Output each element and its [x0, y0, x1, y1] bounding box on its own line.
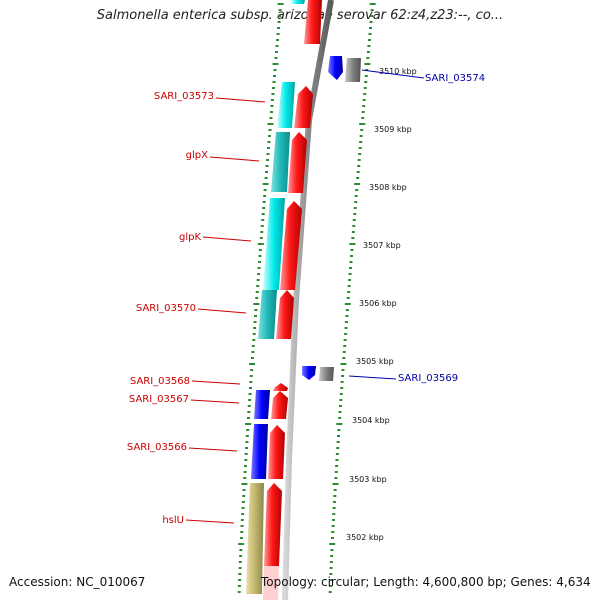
gene-arrow-top[interactable] — [304, 0, 322, 44]
outer-tick-ring — [328, 3, 376, 593]
gene-label-sari-03567[interactable]: SARI_03567 — [129, 394, 189, 405]
gene-arrow-5[interactable] — [273, 383, 288, 391]
gene-arrow-7[interactable] — [268, 425, 285, 479]
gene-arrow-8[interactable] — [264, 483, 282, 566]
leader-line-sari-03574 — [361, 69, 425, 79]
gene-block-sari-03567[interactable] — [254, 390, 270, 419]
scale-label: 3505 kbp — [356, 357, 394, 366]
scale-label: 3502 kbp — [346, 533, 384, 542]
label-leader-lines — [185, 69, 425, 524]
scale-label: 3509 kbp — [374, 125, 412, 134]
gene-block-sari-03566[interactable] — [251, 424, 268, 479]
scale-label: 3506 kbp — [359, 299, 397, 308]
gene-arrow-sari-03574-blue[interactable] — [328, 56, 343, 80]
scale-labels: 3510 kbp 3509 kbp 3508 kbp 3507 kbp 3506… — [346, 67, 417, 542]
gene-label-hslu[interactable]: hslU — [162, 515, 184, 526]
leader-line-glpk — [202, 236, 252, 242]
gene-label-sari-03569[interactable]: SARI_03569 — [398, 373, 458, 384]
gene-block-hslu[interactable] — [246, 483, 264, 594]
gene-block-bottom-pink[interactable] — [263, 566, 279, 600]
topology-text: Topology: circular; Length: 4,600,800 bp… — [261, 575, 591, 589]
genome-backbone — [282, 0, 334, 600]
leader-line-sari-03567 — [190, 399, 240, 404]
gene-label-sari-03568[interactable]: SARI_03568 — [130, 376, 190, 387]
leader-line-sari-03569 — [348, 375, 397, 380]
gene-label-glpk[interactable]: glpK — [179, 232, 201, 243]
reverse-strand-features — [246, 0, 305, 594]
gene-block-sari-03570[interactable] — [258, 290, 277, 339]
scale-label: 3507 kbp — [363, 241, 401, 250]
gene-arrow-1[interactable] — [294, 86, 313, 128]
forward-strand-features — [263, 0, 322, 600]
leader-line-hslu — [185, 519, 235, 524]
scale-label: 3504 kbp — [352, 416, 390, 425]
outer-features — [302, 56, 361, 381]
gene-block-sari-03569-gray[interactable] — [319, 367, 334, 381]
leader-line-sari-03573 — [215, 97, 266, 103]
gene-label-sari-03574[interactable]: SARI_03574 — [425, 73, 485, 84]
gene-arrow-2[interactable] — [288, 132, 307, 193]
leader-line-sari-03568 — [191, 380, 241, 385]
gene-block-top-cyan[interactable] — [291, 0, 305, 4]
gene-arrow-6[interactable] — [271, 391, 288, 419]
gene-block-sari-03574-gray[interactable] — [345, 58, 361, 82]
gene-arrow-3[interactable] — [280, 201, 302, 290]
leader-line-sari-03570 — [197, 308, 247, 314]
inner-tick-ring — [237, 3, 284, 593]
gene-block-glpk[interactable] — [263, 198, 285, 290]
gene-label-sari-03573[interactable]: SARI_03573 — [154, 91, 214, 102]
scale-label: 3503 kbp — [349, 475, 387, 484]
gene-block-glpx[interactable] — [271, 132, 290, 192]
scale-label: 3508 kbp — [369, 183, 407, 192]
gene-block-sari-03573[interactable] — [277, 82, 295, 128]
accession-text: Accession: NC_010067 — [9, 575, 146, 589]
gene-arrow-sari-03569-blue[interactable] — [302, 366, 316, 380]
leader-line-sari-03566 — [188, 447, 238, 452]
gene-label-glpx[interactable]: glpX — [186, 150, 208, 161]
map-title: Salmonella enterica subsp. arizonae sero… — [96, 8, 504, 23]
scale-label: 3510 kbp — [379, 67, 417, 76]
gene-labels: SARI_03574 SARI_03573 glpX glpK SARI_035… — [127, 73, 485, 526]
gene-label-sari-03570[interactable]: SARI_03570 — [136, 303, 196, 314]
gene-arrow-4[interactable] — [276, 290, 294, 339]
gene-label-sari-03566[interactable]: SARI_03566 — [127, 442, 187, 453]
leader-line-glpx — [209, 156, 260, 162]
